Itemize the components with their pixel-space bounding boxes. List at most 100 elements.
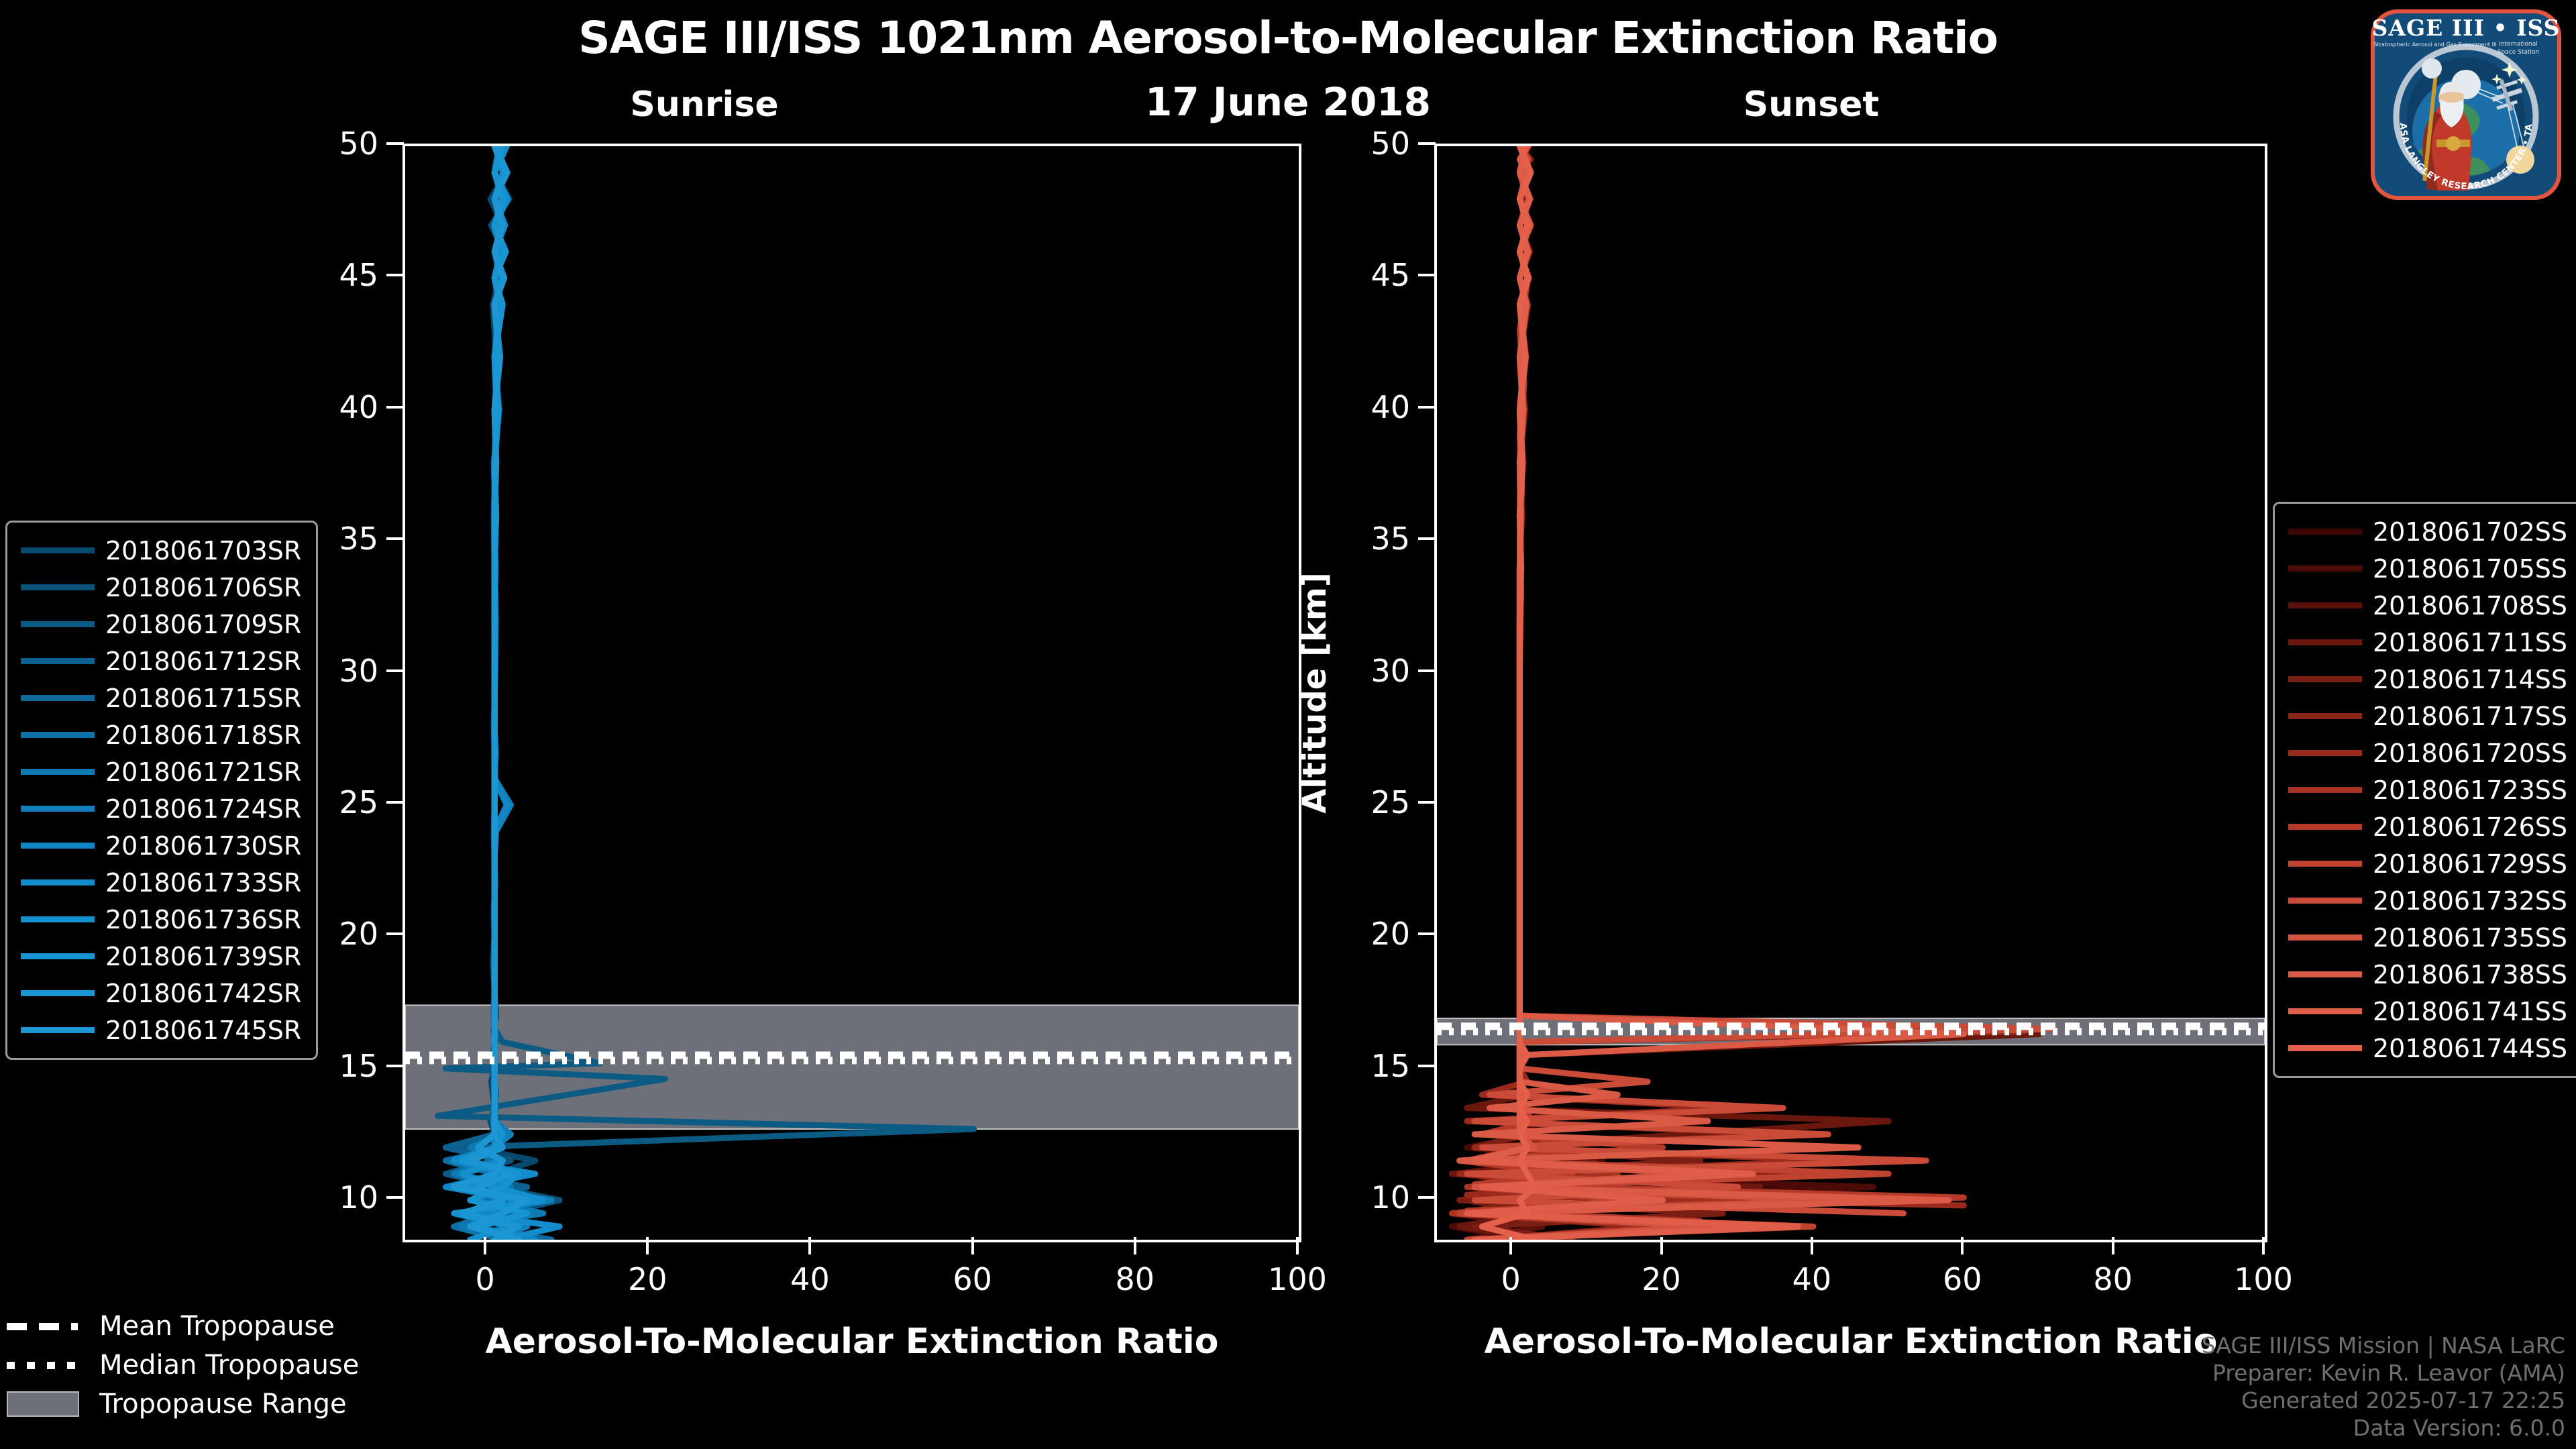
legend-item-label: 2018061715SR <box>105 683 302 713</box>
legend-item-label: 2018061717SS <box>2373 701 2568 731</box>
sunrise-axis-ticks: 10 15 20 25 30 35 40 45 50 0 20 40 60 80 100 <box>339 125 1326 1297</box>
legend-color-swatch <box>2288 639 2362 645</box>
legend-item[interactable]: 2018061703SR <box>21 532 303 569</box>
y-axis-tick-label: 45 <box>1371 257 1410 294</box>
legend-item[interactable]: 2018061714SS <box>2288 661 2576 698</box>
legend-item[interactable]: 2018061721SR <box>21 753 303 790</box>
legend-item[interactable]: 2018061726SS <box>2288 808 2576 845</box>
x-axis-tick <box>1133 1237 1136 1254</box>
legend-item-label: 2018061718SR <box>105 720 302 750</box>
legend-item[interactable]: 2018061738SS <box>2288 956 2576 993</box>
legend-item[interactable]: 2018061733SR <box>21 864 303 901</box>
sunset-axis-ticks: 10 15 20 25 30 35 40 45 50 0 20 40 60 80 100 <box>1371 125 2292 1297</box>
logo-subtitle-right-2: Space Station <box>2498 49 2539 56</box>
x-axis-tick <box>646 1237 649 1254</box>
logo-title: SAGE III • ISS <box>2371 15 2560 41</box>
legend-item-label: 2018061738SS <box>2373 959 2568 989</box>
y-axis-tick <box>1418 1064 1436 1067</box>
legend-color-swatch <box>21 658 95 664</box>
y-axis-tick-label: 30 <box>339 652 378 689</box>
legend-item[interactable]: 2018061730SR <box>21 827 303 864</box>
sunrise-panel-title: Sunrise <box>630 85 779 125</box>
logo-sage-figure <box>2422 58 2472 191</box>
legend-item-mean-tropopause: Mean Tropopause <box>7 1307 359 1346</box>
x-axis-tick-label: 20 <box>1642 1261 1681 1297</box>
y-axis-tick <box>386 537 404 541</box>
legend-item[interactable]: 2018061711SS <box>2288 624 2576 661</box>
legend-item[interactable]: 2018061739SR <box>21 938 303 975</box>
legend-item[interactable]: 2018061708SS <box>2288 587 2576 624</box>
y-axis-tick <box>1418 537 1436 541</box>
legend-item-label: 2018061721SR <box>105 757 302 787</box>
logo-sun <box>2506 146 2534 174</box>
legend-item[interactable]: 2018061724SR <box>21 790 303 827</box>
median-tropopause-label: Median Tropopause <box>99 1350 360 1381</box>
sunset-legend[interactable]: 2018061702SS 2018061705SS 2018061708SS 2018… <box>2273 502 2576 1078</box>
y-axis-tick <box>1418 932 1436 936</box>
y-axis-tick <box>1418 1196 1436 1199</box>
dashed-line-icon <box>7 1322 87 1330</box>
page-title: SAGE III/ISS 1021nm Aerosol-to-Molecular… <box>578 12 1998 64</box>
y-axis-tick <box>1418 800 1436 804</box>
legend-item[interactable]: 2018061741SS <box>2288 993 2576 1030</box>
legend-color-swatch <box>2288 602 2362 608</box>
legend-item[interactable]: 2018061742SR <box>21 975 303 1012</box>
x-axis-tick <box>2262 1237 2265 1254</box>
y-axis-tick-label: 40 <box>339 388 378 425</box>
x-axis-tick-label: 20 <box>627 1261 667 1297</box>
x-axis-tick-label: 60 <box>953 1261 992 1297</box>
legend-item-label: 2018061730SR <box>105 830 302 861</box>
legend-color-swatch <box>21 806 95 812</box>
legend-item[interactable]: 2018061705SS <box>2288 550 2576 587</box>
legend-item[interactable]: 2018061736SR <box>21 901 303 938</box>
y-axis-tick <box>1418 274 1436 277</box>
tropopause-legend: Mean Tropopause Median Tropopause Tropop… <box>7 1307 359 1424</box>
footer: SAGE III/ISS Mission | NASA LaRC Prepare… <box>2202 1332 2565 1442</box>
legend-item[interactable]: 2018061709SR <box>21 606 303 643</box>
logo-sightlines <box>2477 88 2524 147</box>
legend-item-median-tropopause: Median Tropopause <box>7 1346 359 1385</box>
legend-item[interactable]: 2018061744SS <box>2288 1030 2576 1067</box>
series-line <box>451 146 531 1240</box>
legend-item[interactable]: 2018061715SR <box>21 680 303 716</box>
legend-item[interactable]: 2018061729SS <box>2288 845 2576 882</box>
x-axis-tick-label: 80 <box>2093 1261 2133 1297</box>
y-axis-tick-label: 20 <box>1371 916 1410 953</box>
y-axis-tick-label: 25 <box>1371 784 1410 820</box>
legend-item-label: 2018061729SS <box>2373 849 2568 879</box>
y-axis-tick <box>386 1064 404 1067</box>
legend-color-swatch <box>2288 529 2362 535</box>
y-axis-tick-label: 30 <box>1371 652 1410 689</box>
legend-item[interactable]: 2018061702SS <box>2288 513 2576 550</box>
footer-preparer: Preparer: Kevin R. Leavor (AMA) <box>2212 1360 2565 1387</box>
sunrise-legend[interactable]: 2018061703SR 2018061706SR 2018061709SR 2018… <box>5 521 318 1060</box>
legend-item-label: 2018061724SR <box>105 794 302 824</box>
legend-color-swatch <box>2288 713 2362 719</box>
y-axis-tick <box>1418 669 1436 672</box>
y-axis-tick <box>386 669 404 672</box>
legend-color-swatch <box>2288 898 2362 904</box>
legend-item-label: 2018061733SR <box>105 867 302 898</box>
legend-color-swatch <box>21 584 95 590</box>
legend-item-label: 2018061744SS <box>2373 1033 2568 1063</box>
legend-item[interactable]: 2018061720SS <box>2288 735 2576 771</box>
legend-color-swatch <box>21 990 95 996</box>
y-axis-tick <box>1418 405 1436 409</box>
legend-item[interactable]: 2018061745SR <box>21 1012 303 1049</box>
legend-item[interactable]: 2018061717SS <box>2288 698 2576 735</box>
sunset-plot-panel <box>1434 144 2267 1242</box>
x-axis-tick-label: 80 <box>1115 1261 1155 1297</box>
legend-item[interactable]: 2018061718SR <box>21 716 303 753</box>
x-axis-tick <box>1509 1237 1513 1254</box>
legend-item[interactable]: 2018061732SS <box>2288 882 2576 919</box>
legend-item-label: 2018061741SS <box>2373 996 2568 1026</box>
legend-item[interactable]: 2018061706SR <box>21 569 303 606</box>
legend-item[interactable]: 2018061723SS <box>2288 771 2576 808</box>
y-axis-tick-label: 25 <box>339 784 378 820</box>
legend-item[interactable]: 2018061712SR <box>21 643 303 680</box>
sunrise-x-axis-title: Aerosol-To-Molecular Extinction Ratio <box>485 1322 1219 1362</box>
x-axis-tick-label: 40 <box>790 1261 830 1297</box>
y-axis-tick-label: 40 <box>1371 388 1410 425</box>
legend-item[interactable]: 2018061735SS <box>2288 919 2576 956</box>
legend-item-label: 2018061703SR <box>105 535 302 566</box>
